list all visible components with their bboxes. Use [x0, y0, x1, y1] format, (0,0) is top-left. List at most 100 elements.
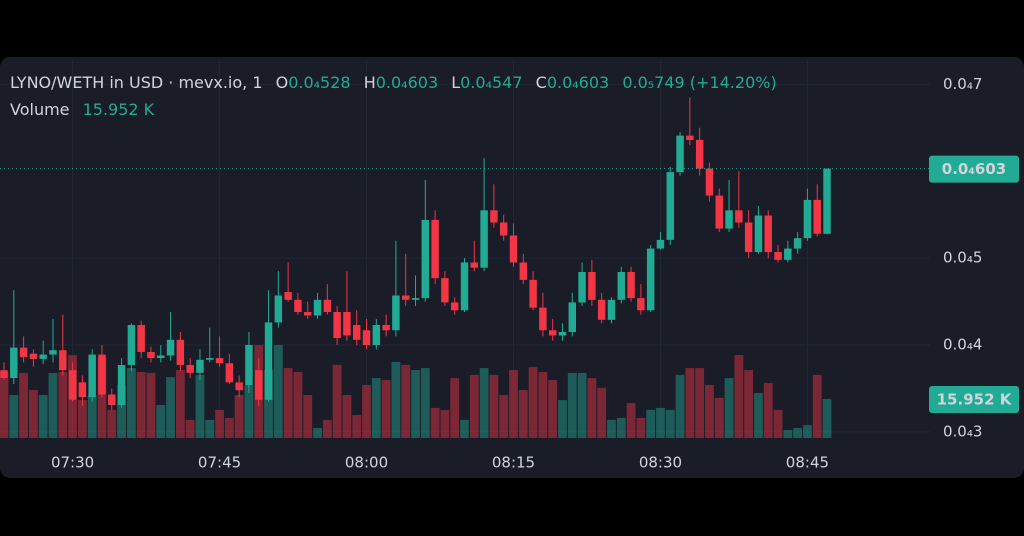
- candle-body: [431, 219, 439, 279]
- candle-body: [450, 302, 459, 311]
- volume-bar: [646, 409, 656, 438]
- last-price-box: [929, 155, 1019, 183]
- candle-body: [627, 272, 635, 299]
- candle-body: [235, 382, 243, 391]
- candle-body: [245, 345, 253, 385]
- volume-bar: [754, 393, 763, 438]
- volume-value: 15.952 K: [83, 100, 155, 119]
- volume-bar: [38, 394, 48, 438]
- candle-body: [88, 354, 96, 398]
- volume-bar: [607, 419, 616, 438]
- candle-body: [470, 262, 479, 268]
- y-tick-label: 0.0₄3: [943, 422, 982, 440]
- volume-bar: [342, 394, 352, 438]
- volume-bar: [469, 374, 479, 438]
- volume-bar: [460, 419, 469, 438]
- candle-body: [490, 210, 498, 223]
- candle-body: [0, 370, 8, 379]
- candle-body: [176, 339, 185, 366]
- volume-bar: [773, 409, 783, 438]
- candle-body: [568, 302, 576, 332]
- candle-body: [372, 325, 381, 346]
- axes-layer: 0.0₄7 0.0₄5 0.0₄4 0.0₄3 07:30 07:45 08:00 08:15…: [0, 75, 1019, 472]
- volume-bar: [656, 407, 665, 438]
- last-volume-box: [929, 385, 1019, 413]
- volume-bar: [195, 374, 205, 438]
- low-value: 0.0₄547: [460, 73, 522, 92]
- candle-body: [460, 262, 469, 311]
- volume-bar: [499, 394, 509, 438]
- volume-bar: [626, 403, 636, 438]
- candle-body: [646, 248, 655, 311]
- volume-bar: [450, 378, 460, 438]
- grid: [0, 60, 930, 438]
- volume-bar: [234, 394, 244, 438]
- candle-body: [725, 210, 733, 229]
- candle-body: [715, 195, 723, 229]
- candle-body: [255, 370, 263, 400]
- volume-bar: [577, 372, 587, 438]
- volume-bar: [185, 419, 195, 438]
- high-key: H: [364, 73, 376, 92]
- candle-body: [695, 139, 704, 169]
- candle-body: [744, 222, 753, 253]
- close-key: C: [536, 73, 547, 92]
- candle-body: [137, 325, 145, 352]
- volume-bar: [420, 368, 430, 438]
- candle-body: [274, 295, 283, 323]
- volume-bar: [411, 370, 420, 438]
- candle-body: [813, 199, 821, 234]
- volume-bar: [28, 390, 38, 438]
- candle-body: [78, 382, 87, 398]
- candle-body: [29, 353, 38, 359]
- candle-body: [49, 350, 57, 355]
- volume-bar: [675, 374, 685, 438]
- volume-bar: [303, 394, 313, 438]
- volume-bar: [313, 427, 322, 438]
- candle-body: [774, 252, 782, 260]
- volume-bar: [273, 345, 283, 438]
- candle-body: [441, 278, 449, 303]
- last-price-label: 0.0₄603: [942, 160, 1006, 178]
- volume-bar: [166, 377, 175, 438]
- x-tick-label: 08:00: [345, 454, 388, 472]
- volume-bar: [616, 417, 626, 438]
- x-tick-label: 07:45: [198, 454, 241, 472]
- candle-body: [823, 168, 831, 234]
- candle-body: [186, 365, 194, 373]
- candle-body: [343, 312, 351, 336]
- candle-body: [313, 299, 322, 316]
- candle-body: [68, 370, 77, 400]
- volume-bar: [283, 368, 293, 438]
- volume-line: Volume 15.952 K: [10, 100, 155, 119]
- volume-bar: [244, 384, 254, 438]
- header-line: LYNO/WETH in USD · mevx.io, 1 O0.0₄528 H…: [10, 73, 777, 92]
- volume-key: Volume: [10, 100, 70, 119]
- volume-bar: [528, 367, 538, 438]
- candle-body: [509, 235, 518, 263]
- volume-bar: [19, 372, 29, 438]
- volume-bar: [87, 394, 97, 438]
- candle-body: [529, 279, 537, 308]
- volume-bar: [175, 370, 185, 438]
- volume-bar: [107, 409, 117, 438]
- volume-bar: [803, 425, 812, 438]
- volume-bar: [705, 384, 714, 438]
- volume-bar: [322, 419, 332, 438]
- volume-bar: [724, 378, 734, 438]
- candle-body: [362, 330, 371, 346]
- volume-bar: [391, 361, 401, 438]
- candle-body: [411, 298, 420, 300]
- candle-body: [59, 350, 67, 371]
- volume-bar: [783, 429, 793, 438]
- candle-body: [215, 358, 224, 364]
- x-tick-label: 07:30: [51, 454, 94, 472]
- volume-bar: [597, 387, 607, 438]
- candle-body: [578, 272, 586, 303]
- candle-body: [157, 355, 165, 359]
- candle-body: [421, 219, 430, 299]
- volume-bar: [548, 380, 558, 438]
- volume-bar: [587, 378, 597, 438]
- candle-body: [264, 322, 273, 400]
